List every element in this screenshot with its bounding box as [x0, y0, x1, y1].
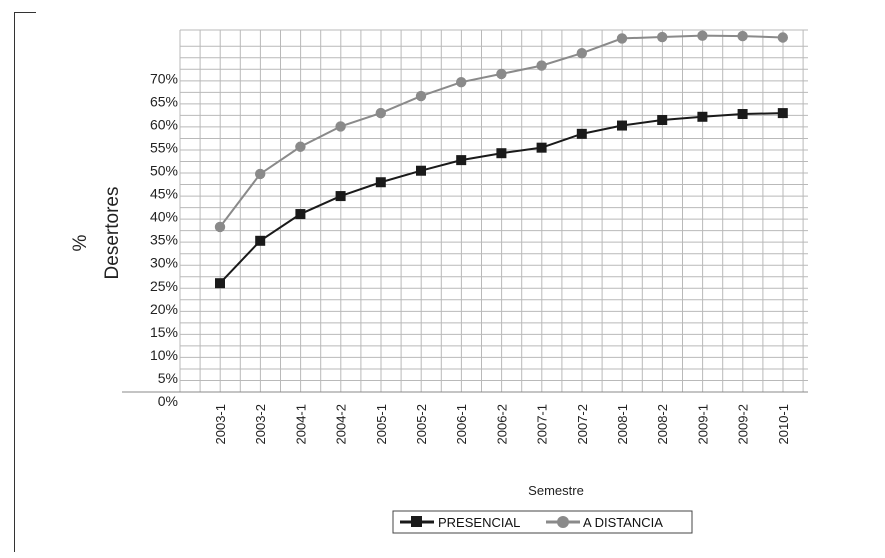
y-tick-label: 10% — [150, 347, 178, 363]
data-point-presencial — [496, 148, 507, 159]
legend-presencial-marker — [411, 516, 422, 527]
data-point-a-distancia — [737, 30, 748, 42]
y-tick-label: 55% — [150, 139, 178, 155]
x-tick-label: 2006-1 — [454, 404, 469, 444]
data-point-a-distancia — [335, 121, 346, 132]
data-point-presencial — [215, 278, 225, 289]
y-axis-label-percent: % — [70, 234, 91, 251]
y-tick-label: 65% — [150, 93, 178, 109]
data-point-a-distancia — [214, 221, 226, 233]
x-tick-label: 2007-1 — [535, 404, 550, 444]
data-point-presencial — [335, 191, 346, 202]
y-tick-label: 45% — [150, 186, 178, 202]
x-tick-label: 2008-1 — [615, 404, 630, 444]
y-tick-label: 35% — [150, 232, 178, 248]
data-point-presencial — [255, 235, 266, 246]
data-point-a-distancia — [255, 168, 266, 180]
x-tick-label: 2005-1 — [374, 404, 389, 444]
x-axis-ticks: 2003-1 2003-2 2004-1 2004-2 2005-1 2005-2 2006… — [213, 404, 791, 444]
data-point-a-distancia — [375, 107, 386, 119]
data-point-a-distancia — [616, 33, 628, 44]
data-point-a-distancia — [536, 60, 547, 71]
data-point-presencial — [375, 177, 386, 188]
x-tick-label: 2003-2 — [253, 404, 268, 444]
data-point-a-distancia — [295, 141, 306, 152]
legend: PRESENCIAL A DISTANCIA — [392, 510, 693, 534]
legend-adistancia-label: A DISTANCIA — [583, 515, 663, 530]
series-group — [214, 30, 788, 289]
x-tick-label: 2006-2 — [494, 404, 509, 444]
data-point-a-distancia — [576, 47, 587, 59]
frame-left-border — [14, 12, 15, 552]
data-point-a-distancia — [456, 77, 467, 88]
x-tick-label: 2004-1 — [293, 404, 308, 444]
data-point-presencial — [657, 115, 668, 126]
y-tick-label: 5% — [158, 370, 178, 386]
y-axis-label: Desertores — [102, 187, 123, 280]
data-point-presencial — [737, 109, 748, 120]
legend-presencial-label: PRESENCIAL — [438, 515, 520, 530]
y-tick-label: 70% — [150, 70, 178, 86]
x-tick-label: 2010-1 — [776, 404, 791, 444]
x-tick-label: 2008-2 — [655, 404, 670, 444]
x-tick-label: 2004-2 — [334, 404, 349, 444]
y-axis-ticks: 0% 5% 10% 15% 20% 25% 30% 35% 40% 45% 50% 55% 60% 65%… — [150, 70, 178, 409]
y-tick-label: 30% — [150, 255, 178, 271]
y-tick-label: 0% — [158, 393, 178, 409]
x-tick-label: 2003-1 — [213, 404, 228, 444]
data-point-presencial — [456, 155, 467, 166]
data-point-presencial — [777, 108, 788, 119]
data-point-presencial — [697, 111, 708, 122]
y-tick-label: 40% — [150, 209, 178, 225]
x-tick-label: 2005-2 — [414, 404, 429, 444]
data-point-presencial — [536, 142, 547, 153]
y-tick-label: 15% — [150, 324, 178, 340]
data-point-a-distancia — [777, 32, 788, 43]
y-tick-label: 20% — [150, 301, 178, 317]
data-point-presencial — [576, 128, 587, 139]
frame-top-border — [14, 12, 36, 13]
data-point-presencial — [295, 209, 306, 220]
data-point-a-distancia — [697, 30, 708, 41]
data-point-presencial — [416, 165, 426, 176]
legend-adistancia-marker — [557, 516, 569, 528]
y-tick-label: 60% — [150, 116, 178, 132]
data-point-a-distancia — [657, 31, 668, 43]
data-point-presencial — [617, 120, 627, 131]
data-point-a-distancia — [496, 68, 507, 80]
x-tick-label: 2009-2 — [736, 404, 751, 444]
y-tick-label: 50% — [150, 163, 178, 179]
grid — [122, 29, 808, 393]
y-tick-label: 25% — [150, 278, 178, 294]
data-point-a-distancia — [415, 90, 427, 102]
x-tick-label: 2009-1 — [695, 404, 710, 444]
x-axis-label: Semestre — [528, 483, 584, 498]
legend-box — [392, 510, 693, 534]
x-tick-label: 2007-2 — [575, 404, 590, 444]
